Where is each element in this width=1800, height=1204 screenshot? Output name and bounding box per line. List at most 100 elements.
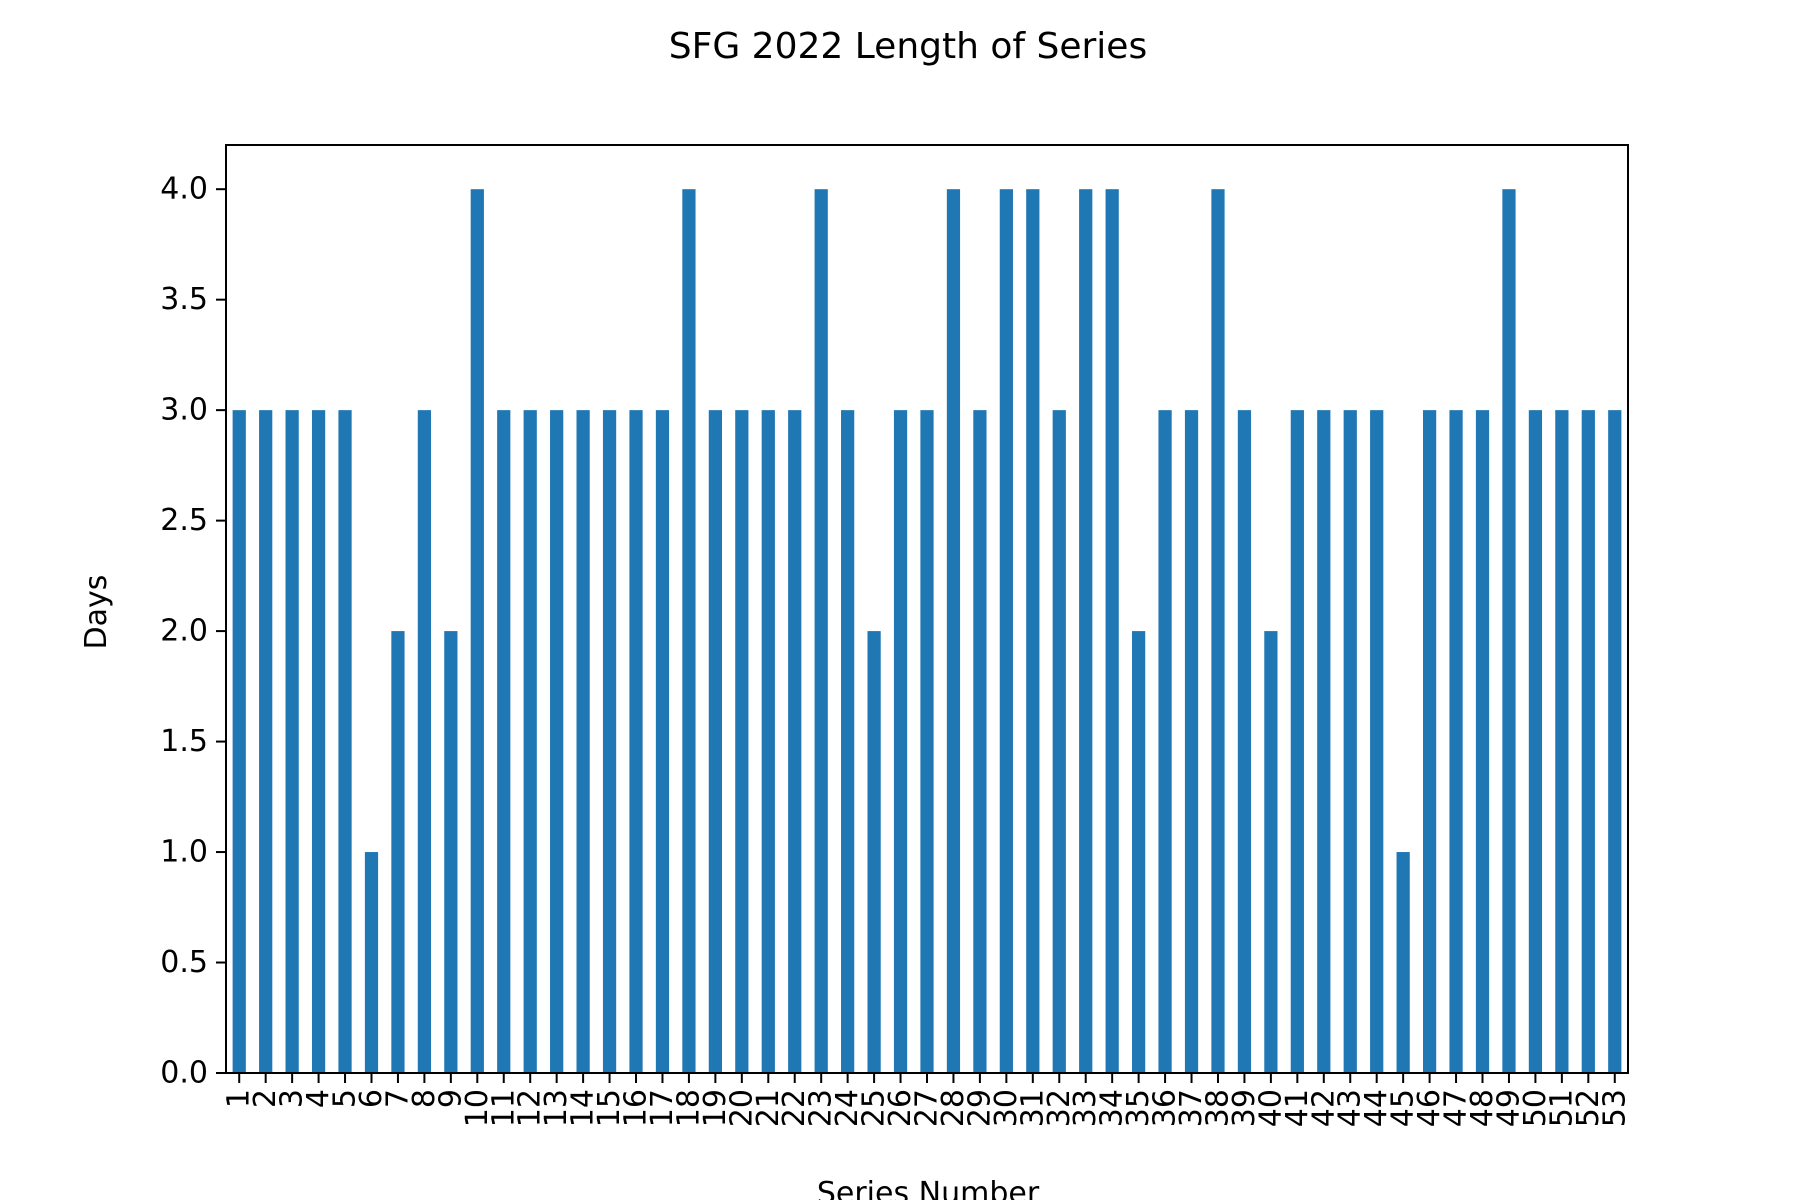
bar-40 — [1264, 631, 1278, 1073]
x-tick-label: 53 — [1597, 1089, 1632, 1127]
bar-24 — [841, 410, 855, 1074]
x-tick-label: 47 — [1439, 1089, 1474, 1127]
x-tick-label: 40 — [1253, 1089, 1288, 1127]
bar-26 — [893, 410, 908, 1074]
bar-8 — [417, 410, 432, 1074]
bar-6 — [364, 852, 379, 1073]
bar-49 — [1502, 189, 1516, 1073]
bar-53 — [1608, 410, 1622, 1074]
bar-46 — [1422, 410, 1437, 1074]
bar-34 — [1105, 189, 1119, 1073]
bar-36 — [1158, 410, 1172, 1074]
bar-28 — [946, 189, 961, 1073]
x-tick-label: 46 — [1412, 1089, 1447, 1127]
y-tick-label: 3.5 — [160, 282, 208, 317]
x-tick-label: 32 — [1042, 1089, 1077, 1127]
bar-13 — [550, 410, 564, 1074]
bar-18 — [682, 189, 696, 1073]
x-tick-label: 9 — [433, 1089, 468, 1108]
y-tick-label: 2.5 — [160, 503, 208, 538]
x-tick-label: 21 — [751, 1089, 786, 1127]
plot-frame — [225, 144, 1629, 1074]
bar-16 — [629, 410, 643, 1074]
x-tick-label: 41 — [1280, 1089, 1315, 1127]
x-tick-label: 22 — [777, 1089, 812, 1127]
bar-23 — [814, 189, 828, 1073]
bar-12 — [523, 410, 537, 1074]
x-tick-label: 51 — [1544, 1089, 1579, 1127]
x-tick-label: 24 — [830, 1089, 865, 1127]
x-tick-label: 4 — [301, 1089, 336, 1108]
bar-45 — [1396, 852, 1410, 1073]
bar-44 — [1370, 410, 1384, 1074]
bar-37 — [1184, 410, 1199, 1074]
bar-20 — [735, 410, 749, 1074]
x-tick-label: 15 — [592, 1089, 627, 1127]
bar-48 — [1475, 410, 1490, 1074]
bar-15 — [602, 410, 617, 1074]
x-tick-label: 12 — [513, 1089, 548, 1127]
x-tick-label: 25 — [857, 1089, 892, 1127]
bar-52 — [1581, 410, 1595, 1074]
x-tick-label: 3 — [275, 1089, 310, 1108]
y-tick-label: 3.0 — [160, 393, 208, 428]
bar-14 — [576, 410, 590, 1074]
bar-21 — [761, 410, 775, 1074]
x-tick-label: 50 — [1518, 1089, 1553, 1127]
x-tick-label: 2 — [248, 1089, 283, 1108]
bar-5 — [338, 410, 352, 1074]
x-tick-label: 30 — [989, 1089, 1024, 1127]
x-tick-label: 19 — [698, 1089, 733, 1127]
y-tick-label: 0.5 — [160, 945, 208, 980]
x-tick-label: 45 — [1386, 1089, 1421, 1127]
bar-4 — [311, 410, 326, 1074]
bar-25 — [867, 631, 881, 1073]
x-tick-label: 23 — [804, 1089, 839, 1127]
bar-35 — [1132, 631, 1146, 1073]
x-tick-label: 1 — [222, 1089, 257, 1108]
bar-9 — [444, 631, 458, 1073]
bar-39 — [1237, 410, 1252, 1074]
bar-2 — [259, 410, 273, 1074]
bar-41 — [1290, 410, 1304, 1074]
x-tick-label: 18 — [671, 1089, 706, 1127]
bar-3 — [285, 410, 299, 1074]
x-tick-label: 35 — [1121, 1089, 1156, 1127]
x-tick-label: 7 — [380, 1089, 415, 1108]
x-tick-label: 43 — [1333, 1089, 1368, 1127]
x-tick-label: 38 — [1200, 1089, 1235, 1127]
chart-title: SFG 2022 Length of Series — [669, 26, 1147, 67]
x-tick-label: 31 — [1015, 1089, 1050, 1127]
x-tick-label: 44 — [1359, 1089, 1394, 1127]
bar-30 — [999, 189, 1013, 1073]
y-tick-label: 2.0 — [160, 614, 208, 649]
x-tick-label: 52 — [1571, 1089, 1606, 1127]
y-tick-label: 0.0 — [160, 1056, 208, 1091]
bar-33 — [1079, 189, 1093, 1073]
y-tick-label: 4.0 — [160, 172, 208, 207]
x-tick-label: 29 — [962, 1089, 997, 1127]
x-tick-label: 49 — [1491, 1089, 1526, 1127]
x-tick-label: 42 — [1306, 1089, 1341, 1127]
y-tick-label: 1.0 — [160, 835, 208, 870]
bar-19 — [708, 410, 722, 1074]
x-tick-label: 27 — [910, 1089, 945, 1127]
x-tick-label: 10 — [460, 1089, 495, 1127]
bar-10 — [470, 189, 484, 1073]
x-tick-label: 14 — [566, 1089, 601, 1127]
bar-27 — [920, 410, 934, 1074]
x-tick-label: 48 — [1465, 1089, 1500, 1127]
x-tick-label: 37 — [1174, 1089, 1209, 1127]
x-tick-label: 39 — [1227, 1089, 1262, 1127]
x-tick-label: 17 — [645, 1089, 680, 1127]
x-tick-label: 13 — [539, 1089, 574, 1127]
bar-31 — [1026, 189, 1040, 1073]
x-tick-label: 16 — [619, 1089, 654, 1127]
y-axis-label: Days — [79, 575, 114, 650]
y-axis: 0.0 0.5 1.0 1.5 2.0 2.5 3.0 3.5 4.0 — [160, 172, 226, 1091]
bar-29 — [973, 410, 987, 1074]
bar-1 — [232, 410, 246, 1074]
x-tick-label: 5 — [328, 1089, 363, 1108]
